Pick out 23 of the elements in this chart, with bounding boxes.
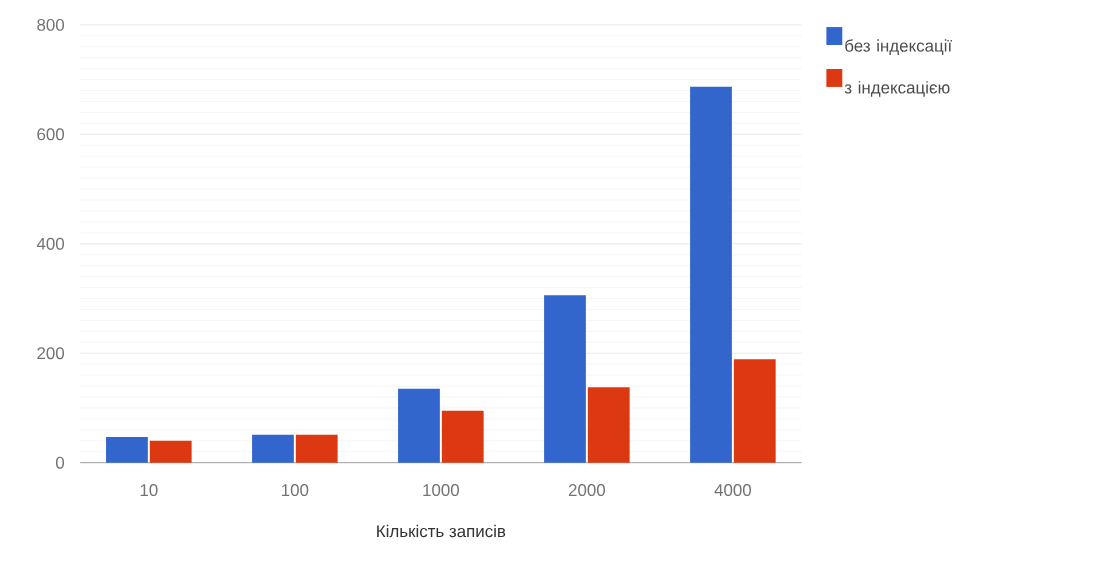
bar: [295, 434, 338, 463]
x-tick-label: 100: [282, 484, 309, 497]
y-tick-label: 400: [36, 237, 65, 250]
x-tick-label: 2000: [568, 484, 606, 497]
bar: [441, 410, 484, 463]
y-tick-label: 0: [55, 456, 65, 469]
bar: [544, 295, 586, 463]
bar: [587, 387, 630, 463]
y-tick-label: 600: [37, 128, 65, 141]
x-tick-label: 10: [140, 484, 158, 497]
bar: [690, 86, 732, 463]
legend-label: без індексації: [845, 39, 953, 55]
bar: [252, 434, 294, 463]
x-tick-label: 4000: [714, 484, 752, 497]
bar: [733, 359, 776, 463]
bar: [149, 440, 192, 463]
x-tick-label: 1000: [423, 484, 460, 497]
bar: [398, 388, 440, 463]
x-axis-title: Кількість записів: [377, 524, 506, 538]
legend-label: з індексацією: [844, 81, 950, 97]
bar: [106, 436, 148, 463]
y-tick-label: 800: [37, 18, 65, 31]
y-tick-label: 200: [37, 347, 65, 360]
